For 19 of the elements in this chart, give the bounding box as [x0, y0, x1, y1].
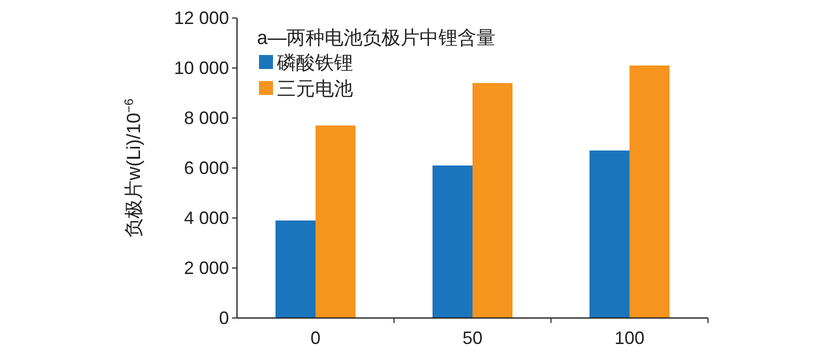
bar — [630, 66, 670, 318]
x-tick-label: 100 — [614, 328, 645, 348]
y-tick-label: 2 000 — [184, 258, 229, 278]
bar — [590, 150, 630, 318]
y-tick-label: 6 000 — [184, 158, 229, 178]
legend-label: 磷酸铁锂 — [276, 53, 353, 74]
bar — [432, 166, 472, 318]
y-tick-label: 0 — [218, 308, 229, 328]
y-tick-label: 12 000 — [174, 8, 229, 28]
bar — [316, 126, 356, 318]
legend-label: 三元电池 — [277, 79, 353, 100]
x-tick-label: 0 — [310, 328, 321, 348]
y-tick-label: 8 000 — [184, 108, 229, 128]
y-tick-label: 10 000 — [174, 58, 229, 78]
text: a—两种电池负极片中锂含量 — [257, 28, 496, 49]
y-tick-label: 4 000 — [184, 208, 229, 228]
bar — [276, 220, 316, 318]
x-tick-label: 50 — [462, 328, 483, 348]
bar — [472, 83, 512, 318]
